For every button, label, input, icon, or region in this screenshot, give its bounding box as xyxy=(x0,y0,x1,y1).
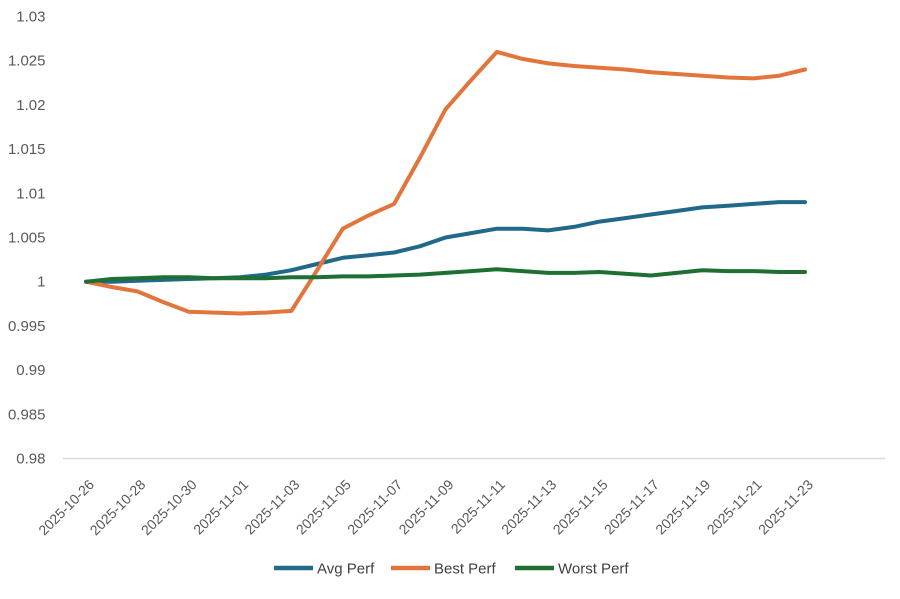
svg-text:0.99: 0.99 xyxy=(16,362,45,379)
svg-text:1: 1 xyxy=(37,274,45,291)
svg-text:Worst Perf: Worst Perf xyxy=(558,561,629,578)
svg-text:0.98: 0.98 xyxy=(16,451,45,468)
svg-text:Avg Perf: Avg Perf xyxy=(317,561,375,578)
svg-text:1.02: 1.02 xyxy=(16,97,45,114)
svg-text:1.03: 1.03 xyxy=(16,9,45,26)
svg-text:0.995: 0.995 xyxy=(8,318,46,335)
svg-text:Best Perf: Best Perf xyxy=(434,561,497,578)
svg-text:1.025: 1.025 xyxy=(8,53,46,70)
svg-text:1.01: 1.01 xyxy=(16,185,45,202)
svg-text:1.015: 1.015 xyxy=(8,141,46,158)
svg-text:0.985: 0.985 xyxy=(8,406,46,423)
svg-text:1.005: 1.005 xyxy=(8,230,46,247)
